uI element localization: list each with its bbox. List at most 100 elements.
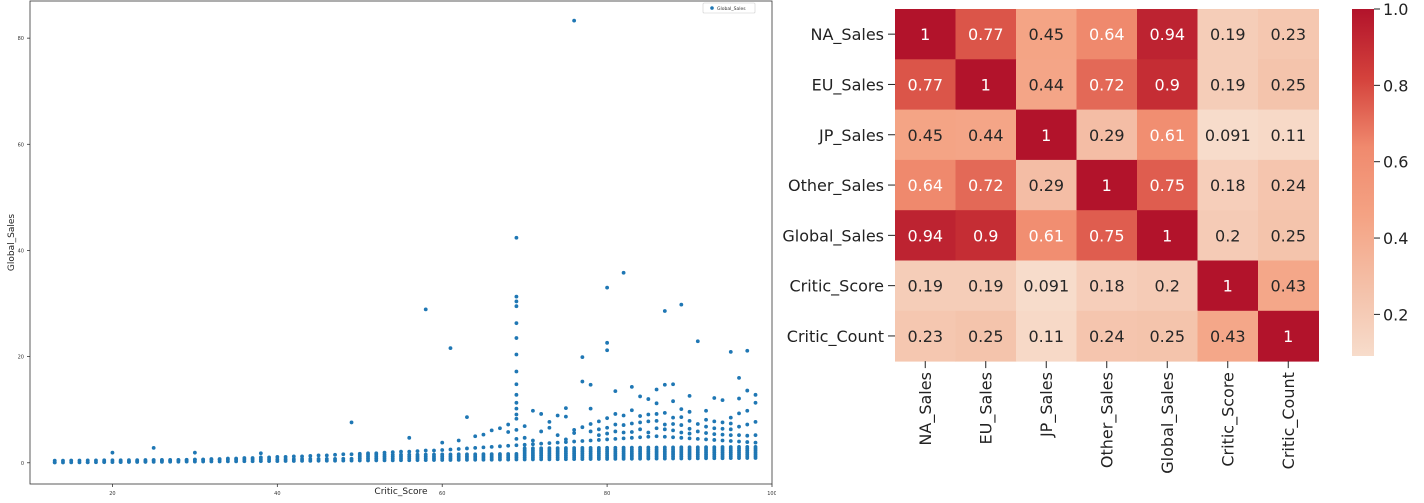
scatter-point — [61, 458, 65, 463]
scatter-point — [465, 446, 469, 451]
scatter-point — [333, 456, 337, 461]
scatter-point — [646, 445, 651, 450]
heatmap-cell — [1016, 9, 1077, 60]
scatter-point — [613, 412, 618, 416]
scatter-point — [316, 457, 321, 461]
heatmap-cell — [1137, 109, 1198, 161]
scatter-point — [168, 458, 173, 463]
scatter-point — [366, 451, 370, 456]
heatmap-cell — [1016, 109, 1077, 161]
heatmap-cell-label: 1 — [1283, 327, 1293, 346]
heatmap-cell-label: 0.24 — [1089, 327, 1125, 346]
heatmap-cell-label: 0.24 — [1270, 176, 1306, 195]
y-axis-label: Global_Sales — [7, 214, 17, 271]
scatter-point — [555, 440, 560, 445]
scatter-point — [547, 446, 552, 451]
scatter-point — [745, 440, 750, 444]
scatter-point — [135, 459, 140, 464]
scatter-point — [440, 440, 445, 445]
scatter-point — [539, 441, 544, 446]
scatter-point — [646, 412, 651, 417]
scatter-point — [514, 443, 519, 448]
heatmap-cell-label: 0.29 — [1089, 126, 1125, 145]
scatter-point — [555, 446, 560, 451]
scatter-point — [671, 435, 675, 440]
scatter-point — [580, 355, 585, 360]
heatmap-cell-label: 0.45 — [907, 126, 943, 145]
y-tick-label: 60 — [18, 142, 24, 148]
scatter-point — [704, 431, 708, 435]
scatter-point — [712, 432, 717, 437]
scatter-point — [267, 455, 271, 460]
x-tick-label: 80 — [604, 491, 610, 497]
scatter-point — [473, 446, 478, 450]
scatter-point — [720, 426, 725, 431]
scatter-point — [580, 439, 585, 443]
scatter-point — [399, 449, 403, 454]
scatter-point — [489, 428, 494, 433]
scatter-point — [514, 321, 519, 326]
scatter-point — [671, 382, 675, 387]
colorbar-tick-label: 0.2 — [1383, 305, 1408, 324]
scatter-point — [242, 456, 247, 460]
heatmap-cell — [1197, 159, 1259, 211]
scatter-point — [720, 445, 725, 449]
heatmap-cell-label: 0.77 — [907, 75, 943, 94]
scatter-point — [654, 401, 659, 406]
column-label: Critic_Count — [1279, 372, 1299, 469]
scatter-point — [704, 417, 708, 422]
scatter-point — [555, 433, 560, 438]
heatmap-cell — [1076, 109, 1138, 161]
heatmap-cell — [955, 260, 1017, 312]
scatter-point — [176, 458, 181, 463]
scatter-point — [728, 445, 733, 449]
heatmap-cell-label: 0.45 — [1028, 25, 1064, 44]
scatter-point — [605, 416, 610, 421]
scatter-point — [646, 419, 651, 424]
scatter-point — [605, 431, 610, 436]
heatmap-cell — [895, 260, 956, 312]
heatmap-cell — [895, 159, 956, 211]
scatter-point — [407, 452, 412, 457]
scatter-point — [596, 427, 601, 432]
scatter-point — [646, 434, 651, 439]
scatter-point — [69, 458, 74, 463]
scatter-point — [720, 420, 725, 425]
scatter-point — [349, 420, 354, 425]
scatter-point — [390, 450, 395, 455]
heatmap-cell — [1137, 260, 1198, 312]
scatter-point — [192, 457, 197, 462]
scatter-point — [621, 436, 626, 441]
heatmap-cell — [1016, 260, 1077, 312]
plot-area — [29, 0, 773, 485]
scatter-point — [596, 438, 601, 442]
heatmap-cell — [1016, 210, 1077, 261]
scatter-point — [662, 309, 667, 313]
heatmap-cell-label: 0.44 — [968, 126, 1004, 145]
row-label: Global_Sales — [782, 226, 884, 246]
scatter-point — [695, 436, 700, 441]
scatter-point — [704, 408, 708, 413]
scatter-point — [580, 425, 585, 430]
scatter-point — [522, 442, 527, 447]
heatmap-cell-label: 0.43 — [1270, 277, 1306, 296]
colorbar-tick-label: 1.0 — [1383, 0, 1408, 19]
heatmap-cell — [895, 109, 956, 161]
column-label: Other_Sales — [1098, 372, 1118, 468]
heatmap-cell-label: 0.25 — [1270, 226, 1306, 245]
scatter-point — [481, 432, 486, 437]
scatter-point — [555, 413, 560, 418]
scatter-point — [605, 437, 610, 442]
scatter-point — [621, 413, 626, 418]
scatter-point — [465, 415, 469, 420]
legend-label: Global_Sales — [717, 6, 746, 12]
column-label: Global_Sales — [1158, 372, 1178, 474]
x-tick-label: 20 — [109, 491, 115, 497]
heatmap-cell — [955, 109, 1017, 161]
scatter-point — [514, 299, 519, 304]
scatter-point — [745, 422, 750, 427]
scatter-point — [440, 448, 445, 452]
scatter-point — [687, 445, 692, 450]
heatmap-cell — [1197, 109, 1259, 161]
scatter-point — [695, 429, 700, 434]
